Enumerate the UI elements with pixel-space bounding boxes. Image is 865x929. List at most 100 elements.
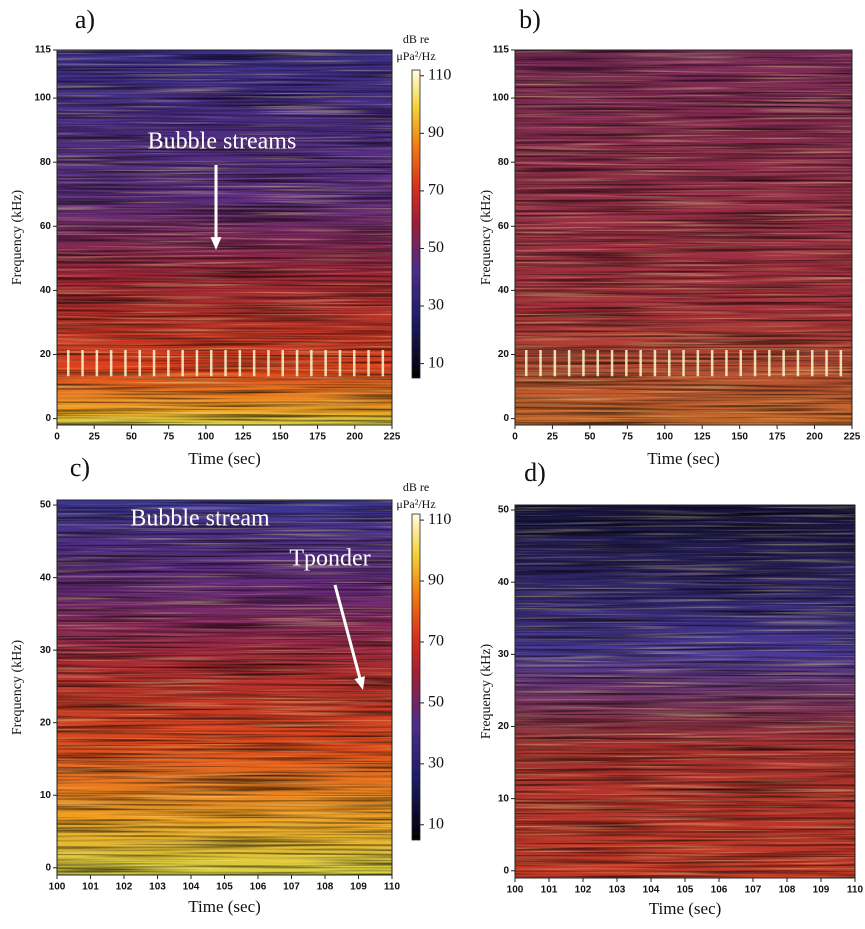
x-tick-label: 100 xyxy=(507,885,524,896)
x-tick-label: 0 xyxy=(54,432,60,443)
y-tick-label: 20 xyxy=(498,349,510,360)
stream-streak xyxy=(281,350,284,377)
stream-streak xyxy=(224,350,227,377)
stream-streak xyxy=(710,350,714,377)
stream-streak xyxy=(653,350,657,377)
x-tick-label: 109 xyxy=(350,882,367,893)
stream-streak xyxy=(238,350,242,377)
x-tick-label: 150 xyxy=(272,432,289,443)
stream-streak xyxy=(367,350,370,377)
stream-streak xyxy=(67,350,70,377)
annotation: Bubble streams xyxy=(148,129,297,155)
x-tick-label: 100 xyxy=(49,882,66,893)
stream-streak xyxy=(811,350,814,377)
y-axis-label: Frequency (kHz) xyxy=(479,190,494,286)
x-tick-label: 104 xyxy=(643,885,660,896)
y-tick-label: 40 xyxy=(40,285,52,296)
plot-frame xyxy=(56,49,393,426)
colorbar-tick-label: 110 xyxy=(428,66,451,83)
y-tick-label: 20 xyxy=(40,349,52,360)
stream-streak xyxy=(553,350,557,377)
stream-streak xyxy=(81,350,84,377)
x-tick-label: 103 xyxy=(149,882,166,893)
colorbar-label: μPa²/Hz xyxy=(396,49,435,63)
stream-streak xyxy=(295,350,299,377)
stream-streak xyxy=(668,350,671,377)
colorbar-label: dB re xyxy=(403,480,429,494)
stream-streak xyxy=(525,350,528,377)
stream-streak xyxy=(753,350,757,377)
colorbar-tick-label: 110 xyxy=(428,511,451,528)
annotation: Tponder xyxy=(289,546,370,572)
colorbar-tick-label: 50 xyxy=(428,239,444,256)
y-tick-label: 50 xyxy=(498,505,510,516)
y-tick-label: 20 xyxy=(498,721,510,732)
x-tick-label: 110 xyxy=(384,882,401,893)
stream-streak xyxy=(596,350,599,377)
stream-streak xyxy=(796,350,800,377)
annotation-arrowhead xyxy=(210,237,222,250)
stream-streak xyxy=(167,350,170,377)
x-tick-label: 25 xyxy=(89,432,101,443)
colorbar-tick-label: 30 xyxy=(428,297,444,314)
y-tick-label: 0 xyxy=(503,865,509,876)
x-tick-label: 108 xyxy=(317,882,334,893)
stream-streak xyxy=(310,350,313,377)
y-tick-label: 30 xyxy=(40,645,52,656)
stream-streak xyxy=(324,350,327,377)
stream-streak xyxy=(181,350,184,377)
y-tick-label: 115 xyxy=(35,45,52,56)
panel-label: b) xyxy=(519,5,541,34)
x-tick-label: 75 xyxy=(163,432,175,443)
x-tick-label: 225 xyxy=(844,432,861,443)
colorbar-tick-label: 90 xyxy=(428,124,444,141)
x-tick-label: 105 xyxy=(216,882,233,893)
stream-streak xyxy=(138,350,141,377)
x-tick-label: 75 xyxy=(622,432,634,443)
stream-streak xyxy=(610,350,614,377)
spectrogram-noise xyxy=(57,500,392,875)
stream-streak xyxy=(625,350,628,377)
x-tick-label: 125 xyxy=(694,432,711,443)
colorbar-tick-label: 50 xyxy=(428,694,444,711)
colorbar xyxy=(411,513,421,841)
colorbar-tick-label: 70 xyxy=(428,182,444,199)
annotation-arrow xyxy=(333,584,362,680)
y-axis-label: Frequency (kHz) xyxy=(10,190,25,286)
x-tick-label: 150 xyxy=(731,432,748,443)
colorbar-tick-label: 10 xyxy=(428,815,444,832)
y-tick-label: 0 xyxy=(503,413,509,424)
x-tick-label: 109 xyxy=(813,885,830,896)
colorbar-label: dB re xyxy=(403,32,429,46)
x-axis-label: Time (sec) xyxy=(188,897,261,916)
stream-streak xyxy=(782,350,785,377)
x-tick-label: 101 xyxy=(541,885,558,896)
x-tick-label: 100 xyxy=(198,432,215,443)
x-tick-label: 107 xyxy=(745,885,762,896)
x-tick-label: 50 xyxy=(584,432,596,443)
x-tick-label: 106 xyxy=(250,882,267,893)
y-tick-label: 0 xyxy=(45,413,51,424)
stream-streak xyxy=(682,350,685,377)
stream-streak xyxy=(768,350,771,377)
x-tick-label: 107 xyxy=(283,882,300,893)
x-axis-label: Time (sec) xyxy=(649,899,722,918)
y-tick-label: 40 xyxy=(498,285,510,296)
x-tick-label: 25 xyxy=(547,432,559,443)
y-tick-label: 60 xyxy=(40,221,52,232)
y-tick-label: 115 xyxy=(493,45,510,56)
stream-streak xyxy=(567,350,571,377)
panel-label: d) xyxy=(524,458,546,487)
y-tick-label: 0 xyxy=(45,862,51,873)
y-tick-label: 10 xyxy=(40,790,52,801)
stream-streak xyxy=(353,350,356,377)
stream-streak xyxy=(109,350,113,377)
colorbar-label: μPa²/Hz xyxy=(396,497,435,511)
stream-streak xyxy=(210,350,213,377)
stream-streak xyxy=(582,350,585,377)
x-tick-label: 100 xyxy=(656,432,673,443)
y-tick-label: 40 xyxy=(40,572,52,583)
colorbar-tick-label: 70 xyxy=(428,633,444,650)
x-tick-label: 225 xyxy=(384,432,401,443)
